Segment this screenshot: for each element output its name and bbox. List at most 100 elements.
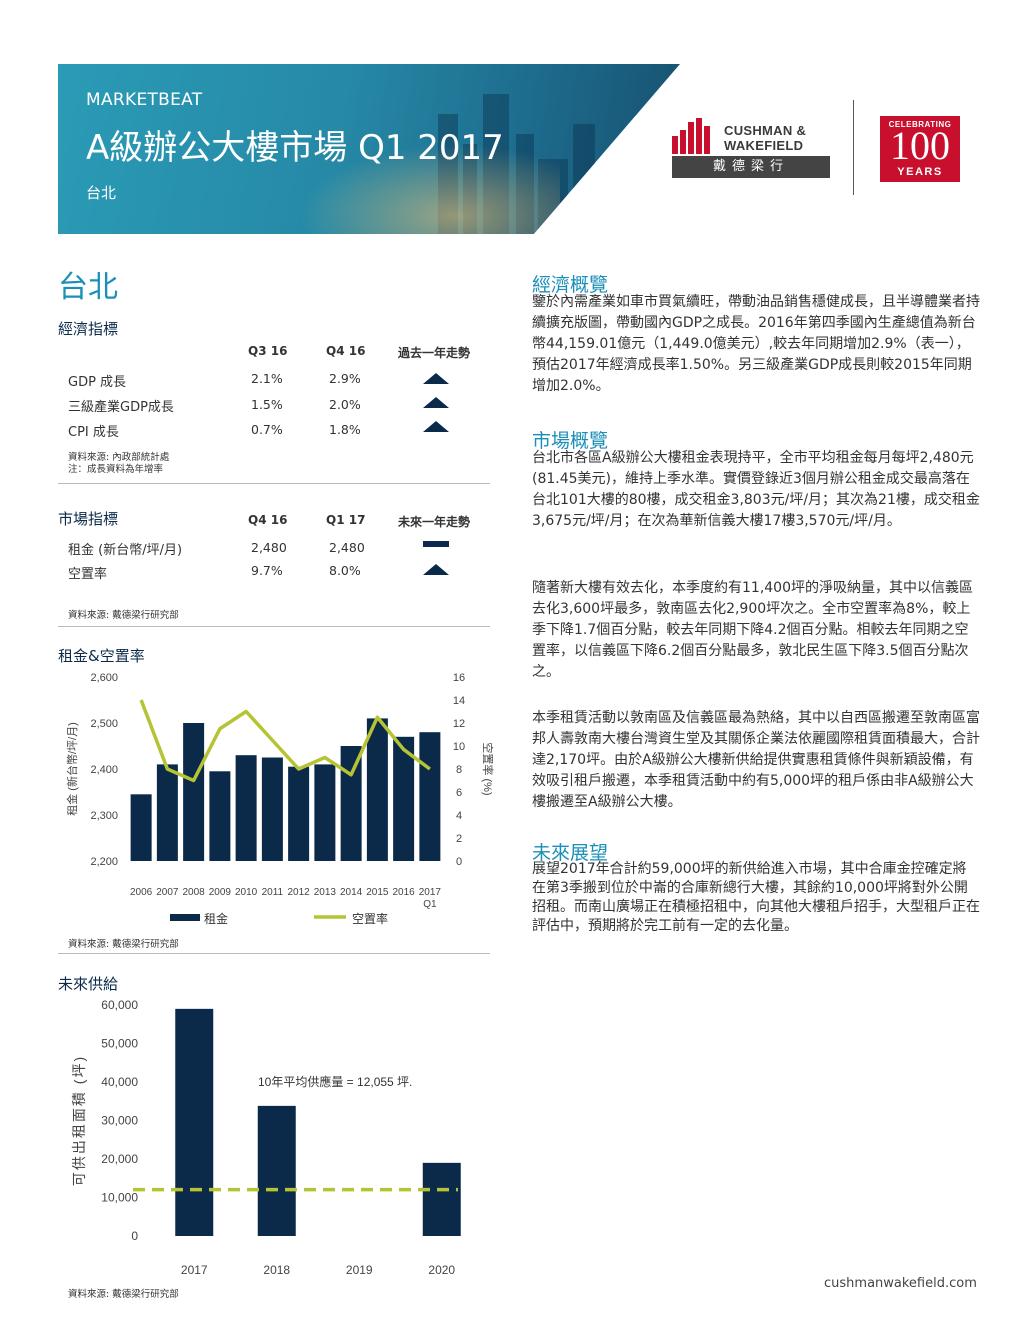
economic-row-q3: 0.7% [251, 422, 283, 437]
market-row-q4: 9.7% [251, 563, 283, 578]
rent-bar [183, 723, 205, 861]
rent-bar [156, 764, 178, 861]
rent-chart-title: 租金&空置率 [58, 647, 145, 665]
y-tick-label: 2,400 [90, 764, 118, 776]
cw-name: CUSHMAN & WAKEFIELD [724, 123, 806, 153]
header-banner [58, 64, 680, 234]
celebrating-100-badge: CELEBRATING 100 YEARS [880, 116, 960, 182]
supply-chart-source: 資料來源: 戴德梁行研究部 [68, 1289, 179, 1300]
trend-flat-icon [423, 541, 449, 547]
y2-tick-label: 2 [456, 833, 462, 845]
y-tick-label: 60,000 [101, 998, 138, 1012]
supply-chart-title: 未來供給 [58, 975, 119, 993]
x-tick-label: 2012 [288, 887, 311, 898]
cw-name-line1: CUSHMAN & [724, 123, 807, 138]
economic-source: 資料來源: 內政部統計處 [68, 452, 170, 463]
market-overview-text-2: 隨著新大樓有效去化，本季度約有11,400坪的淨吸納量，其中以信義區去化3,60… [532, 580, 973, 680]
years-text: YEARS [897, 166, 943, 178]
economy-overview-text: 鑒於內需產業如車市買氣續旺，帶動油品銷售穩健成長，且半導體業者持續擴充版圖，帶動… [532, 294, 980, 394]
hundred-text: 100 [890, 123, 950, 168]
rent-bar [209, 771, 231, 861]
rent-bar [393, 736, 415, 861]
economic-row-label: GDP 成長 [68, 375, 127, 390]
legend-label-rent: 租金 [204, 911, 228, 926]
x-tick-label: 2017 [181, 1263, 208, 1277]
market-indicators-title: 市場指標 [58, 510, 119, 528]
market-source: 資料來源: 戴德梁行研究部 [68, 610, 179, 621]
economic-row-label: CPI 成長 [68, 425, 119, 440]
x-tick-label: Q1 [423, 899, 437, 910]
x-tick-label: 2015 [366, 887, 389, 898]
y-tick-label: 40,000 [101, 1075, 138, 1089]
y2-tick-label: 0 [456, 856, 462, 868]
brand-label: MARKETBEAT [86, 90, 203, 110]
y-tick-label: 2,500 [90, 718, 118, 730]
x-tick-label: 2006 [130, 887, 153, 898]
rent-bar [288, 766, 310, 861]
x-tick-label: 2009 [209, 887, 232, 898]
x-tick-label: 2010 [235, 887, 258, 898]
trend-up-icon [423, 421, 449, 432]
economic-row-q4: 1.8% [329, 422, 361, 437]
rent-bar [130, 794, 152, 861]
economic-col-q3: Q3 16 [248, 344, 288, 358]
city-lights [300, 144, 560, 234]
y-axis-label: 可供出租面積 (坪) [71, 1055, 87, 1186]
x-tick-label: 2020 [428, 1263, 455, 1277]
trend-up-icon [423, 373, 449, 384]
rent-bar [235, 755, 257, 861]
city-subtitle: 台北 [86, 184, 117, 202]
y-tick-label: 2,300 [90, 810, 118, 822]
y-tick-label: 2,600 [90, 672, 118, 684]
future-supply-chart: 0 10,000 20,000 30,000 40,000 50,000 60,000 可供出… [71, 998, 461, 1277]
celebrating-text: CELEBRATING [888, 120, 952, 129]
y-tick-label: 2,200 [90, 856, 118, 868]
supply-bar [422, 1162, 461, 1236]
market-overview-text-1: 台北市各區A級辦公大樓租金表現持平，全市平均租金每月每坪2,480元(81.45… [532, 450, 980, 529]
y-tick-label: 30,000 [101, 1114, 138, 1128]
supply-bar [257, 1105, 296, 1236]
y-axis-label: 租金 (新台幣/坪/月) [65, 722, 79, 816]
cw-chinese-name: 戴德梁行 [672, 156, 830, 178]
outlook-title: 未來展望 [532, 842, 609, 864]
section-divider [58, 626, 490, 627]
market-col-trend: 未來一年走勢 [398, 515, 471, 529]
cushman-wakefield-logo: CUSHMAN & WAKEFIELD 戴德梁行 [672, 118, 832, 182]
x-tick-label: 2019 [346, 1263, 373, 1277]
x-tick-label: 2014 [340, 887, 363, 898]
y2-tick-label: 12 [453, 718, 465, 730]
market-row-q1: 8.0% [329, 563, 361, 578]
economy-overview-title: 經濟概覽 [532, 274, 609, 296]
city-heading: 台北 [58, 270, 118, 305]
cw-building-icon [672, 118, 710, 154]
outlook-text: 展望2017年合計約59,000坪的新供給進入市場，其中合庫金控確定將在第3季搬… [532, 861, 980, 934]
page-title: A級辦公大樓市場 Q1 2017 [86, 128, 504, 168]
legend-label-vacancy: 空置率 [352, 911, 388, 926]
market-col-q4: Q4 16 [248, 513, 288, 527]
y2-tick-label: 4 [456, 810, 462, 822]
economic-col-trend: 過去一年走勢 [398, 346, 471, 360]
market-row-q4: 2,480 [251, 540, 287, 555]
cw-name-line2: WAKEFIELD [724, 138, 804, 153]
economic-indicators-title: 經濟指標 [58, 320, 119, 338]
trend-up-icon [423, 564, 449, 575]
x-tick-label: 2018 [263, 1263, 290, 1277]
section-divider [58, 483, 490, 484]
market-row-label: 租金 (新台幣/坪/月) [68, 543, 183, 558]
logo-divider [853, 100, 854, 195]
footer-url[interactable]: cushmanwakefield.com [824, 1276, 977, 1291]
x-tick-label: 2017 [419, 887, 442, 898]
y-tick-label: 20,000 [101, 1152, 138, 1166]
x-tick-label: 2007 [156, 887, 179, 898]
economic-col-q4: Q4 16 [326, 344, 366, 358]
economic-note: 注：成長資料為年增率 [68, 464, 164, 475]
economic-row-q4: 2.9% [329, 371, 361, 386]
market-row-q1: 2,480 [329, 540, 365, 555]
market-overview-text-3: 本季租賃活動以敦南區及信義區最為熱絡，其中以自西區搬遷至敦南區富邦人壽敦南大樓台… [532, 710, 980, 810]
rent-bar [314, 764, 336, 861]
y-tick-label: 10,000 [101, 1191, 138, 1205]
y-tick-label: 50,000 [101, 1037, 138, 1051]
y-tick-label: 0 [131, 1229, 138, 1243]
skyline-building [573, 124, 595, 234]
trend-up-icon [423, 397, 449, 408]
